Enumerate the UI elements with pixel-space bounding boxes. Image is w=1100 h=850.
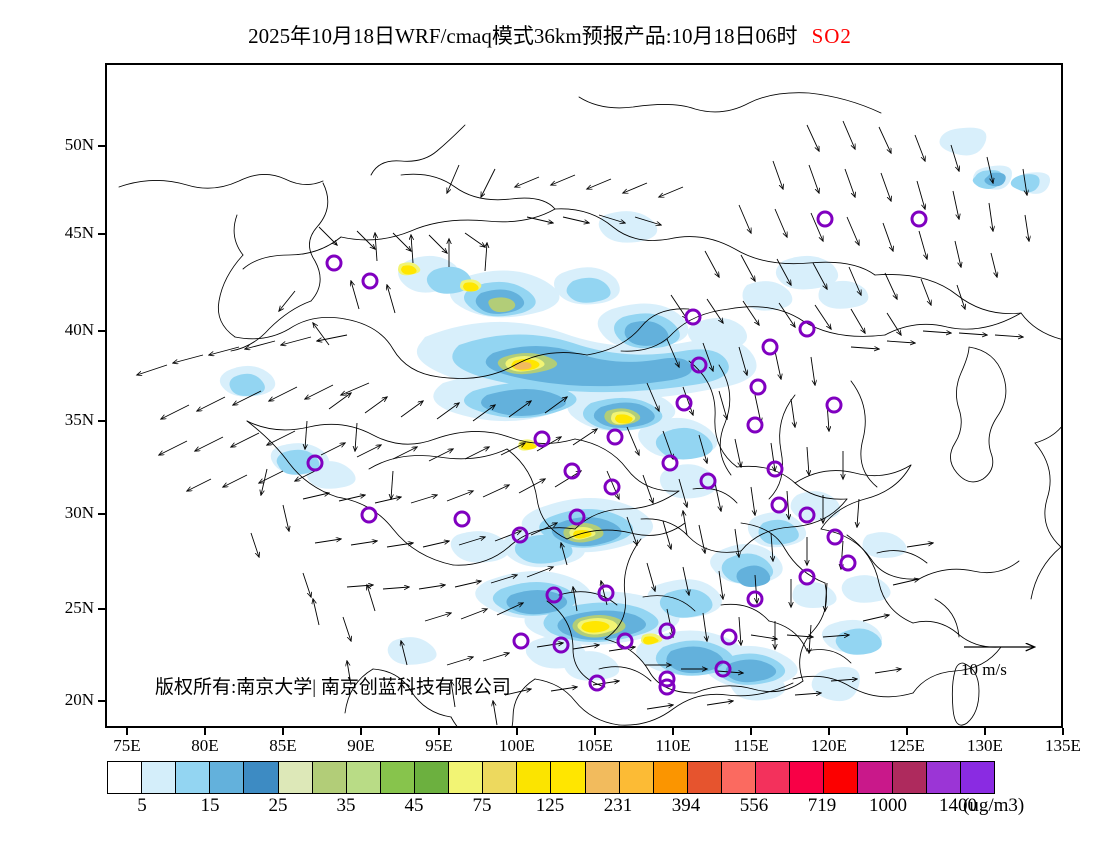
x-tick-mark — [204, 728, 206, 735]
y-tick-mark — [98, 145, 105, 147]
x-tick-115E: 115E — [733, 736, 769, 755]
y-tick-mark — [98, 330, 105, 332]
colorbar-segment-13 — [551, 762, 586, 793]
x-tick-85E: 85E — [269, 736, 297, 755]
colorbar-segment-17 — [687, 762, 722, 793]
x-tick-mark — [906, 728, 908, 735]
x-tick-mark — [1062, 728, 1064, 735]
colorbar-segment-24 — [926, 762, 961, 793]
x-tick-110E: 110E — [655, 736, 691, 755]
colorbar-label-1000: 1000 — [869, 795, 907, 816]
colorbar-segment-25 — [960, 762, 994, 793]
x-tick-100E: 100E — [499, 736, 535, 755]
colorbar-segment-16 — [653, 762, 688, 793]
wind-scale-label: 10 m/s — [961, 660, 1007, 679]
station-markers — [306, 210, 928, 696]
colorbar-segment-15 — [619, 762, 654, 793]
colorbar-units-label: (ug/m3) — [963, 795, 1025, 816]
colorbar-label-5: 5 — [137, 795, 147, 816]
y-tick-mark — [98, 233, 105, 235]
colorbar-label-719: 719 — [807, 795, 837, 816]
wind-scale-arrow-icon — [964, 638, 1042, 658]
colorbar-segment-22 — [858, 762, 893, 793]
x-tick-mark — [750, 728, 752, 735]
x-tick-mark — [126, 728, 128, 735]
colorbar-label-45: 45 — [404, 795, 424, 816]
colorbar-segment-5 — [278, 762, 313, 793]
colorbar-label-35: 35 — [336, 795, 356, 816]
title-text: 2025年10月18日WRF/cmaq模式36km预报产品:10月18日06时 — [248, 24, 798, 48]
map-plot-area — [105, 63, 1063, 728]
wind-scale-key: 10 m/s — [961, 638, 1042, 679]
colorbar-segment-20 — [790, 762, 825, 793]
colorbar-segment-4 — [244, 762, 279, 793]
y-tick-mark — [98, 608, 105, 610]
y-tick-mark — [98, 513, 105, 515]
x-tick-mark — [360, 728, 362, 735]
y-tick-20N: 20N — [64, 690, 94, 709]
map-canvas — [118, 92, 1061, 726]
colorbar-segment-8 — [380, 762, 415, 793]
y-tick-45N: 45N — [64, 223, 94, 242]
x-tick-mark — [282, 728, 284, 735]
colorbar-segment-18 — [721, 762, 757, 793]
x-tick-mark — [594, 728, 596, 735]
colorbar-segment-19 — [756, 762, 791, 793]
x-tick-105E: 105E — [577, 736, 613, 755]
colorbar-segment-12 — [517, 762, 552, 793]
colorbar-segment-7 — [346, 762, 381, 793]
colorbar-segment-21 — [824, 762, 859, 793]
colorbar-label-75: 75 — [472, 795, 492, 816]
y-tick-40N: 40N — [64, 320, 94, 339]
y-tick-50N: 50N — [64, 135, 94, 154]
colorbar-segment-0 — [108, 762, 143, 793]
wind-vector-field — [137, 120, 1029, 726]
x-tick-mark — [672, 728, 674, 735]
colorbar-segment-9 — [414, 762, 450, 793]
x-tick-130E: 130E — [967, 736, 1003, 755]
x-tick-120E: 120E — [811, 736, 847, 755]
copyright-notice: 版权所有:南京大学| 南京创蓝科技有限公司 — [155, 677, 511, 698]
colorbar-label-394: 394 — [671, 795, 701, 816]
x-tick-125E: 125E — [889, 736, 925, 755]
y-tick-25N: 25N — [64, 598, 94, 617]
x-tick-80E: 80E — [191, 736, 219, 755]
x-tick-95E: 95E — [425, 736, 453, 755]
colorbar-segment-6 — [312, 762, 347, 793]
page-title: 2025年10月18日WRF/cmaq模式36km预报产品:10月18日06时 S… — [0, 20, 1100, 50]
colorbar-label-25: 25 — [268, 795, 288, 816]
map-boundaries — [118, 92, 1061, 726]
colorbar-segment-3 — [210, 762, 245, 793]
title-species-label: SO2 — [811, 24, 852, 48]
y-tick-35N: 35N — [64, 410, 94, 429]
colorbar-segment-23 — [892, 762, 927, 793]
x-tick-75E: 75E — [113, 736, 141, 755]
colorbar-label-15: 15 — [200, 795, 220, 816]
colorbar-segment-11 — [483, 762, 518, 793]
y-tick-mark — [98, 700, 105, 702]
colorbar-segment-1 — [142, 762, 177, 793]
y-tick-30N: 30N — [64, 503, 94, 522]
colorbar-segment-2 — [176, 762, 211, 793]
so2-concentration-field — [219, 127, 1051, 702]
x-tick-mark — [984, 728, 986, 735]
colorbar-label-125: 125 — [535, 795, 565, 816]
x-tick-mark — [438, 728, 440, 735]
colorbar-segment-14 — [585, 762, 620, 793]
x-tick-135E: 135E — [1045, 736, 1081, 755]
y-tick-mark — [98, 420, 105, 422]
colorbar-label-1400: 1400 — [939, 795, 977, 816]
colorbar-label-556: 556 — [739, 795, 769, 816]
x-tick-mark — [828, 728, 830, 735]
x-tick-mark — [516, 728, 518, 735]
colorbar-segment-10 — [449, 762, 484, 793]
x-tick-90E: 90E — [347, 736, 375, 755]
colorbar-label-231: 231 — [603, 795, 633, 816]
colorbar — [107, 761, 995, 794]
